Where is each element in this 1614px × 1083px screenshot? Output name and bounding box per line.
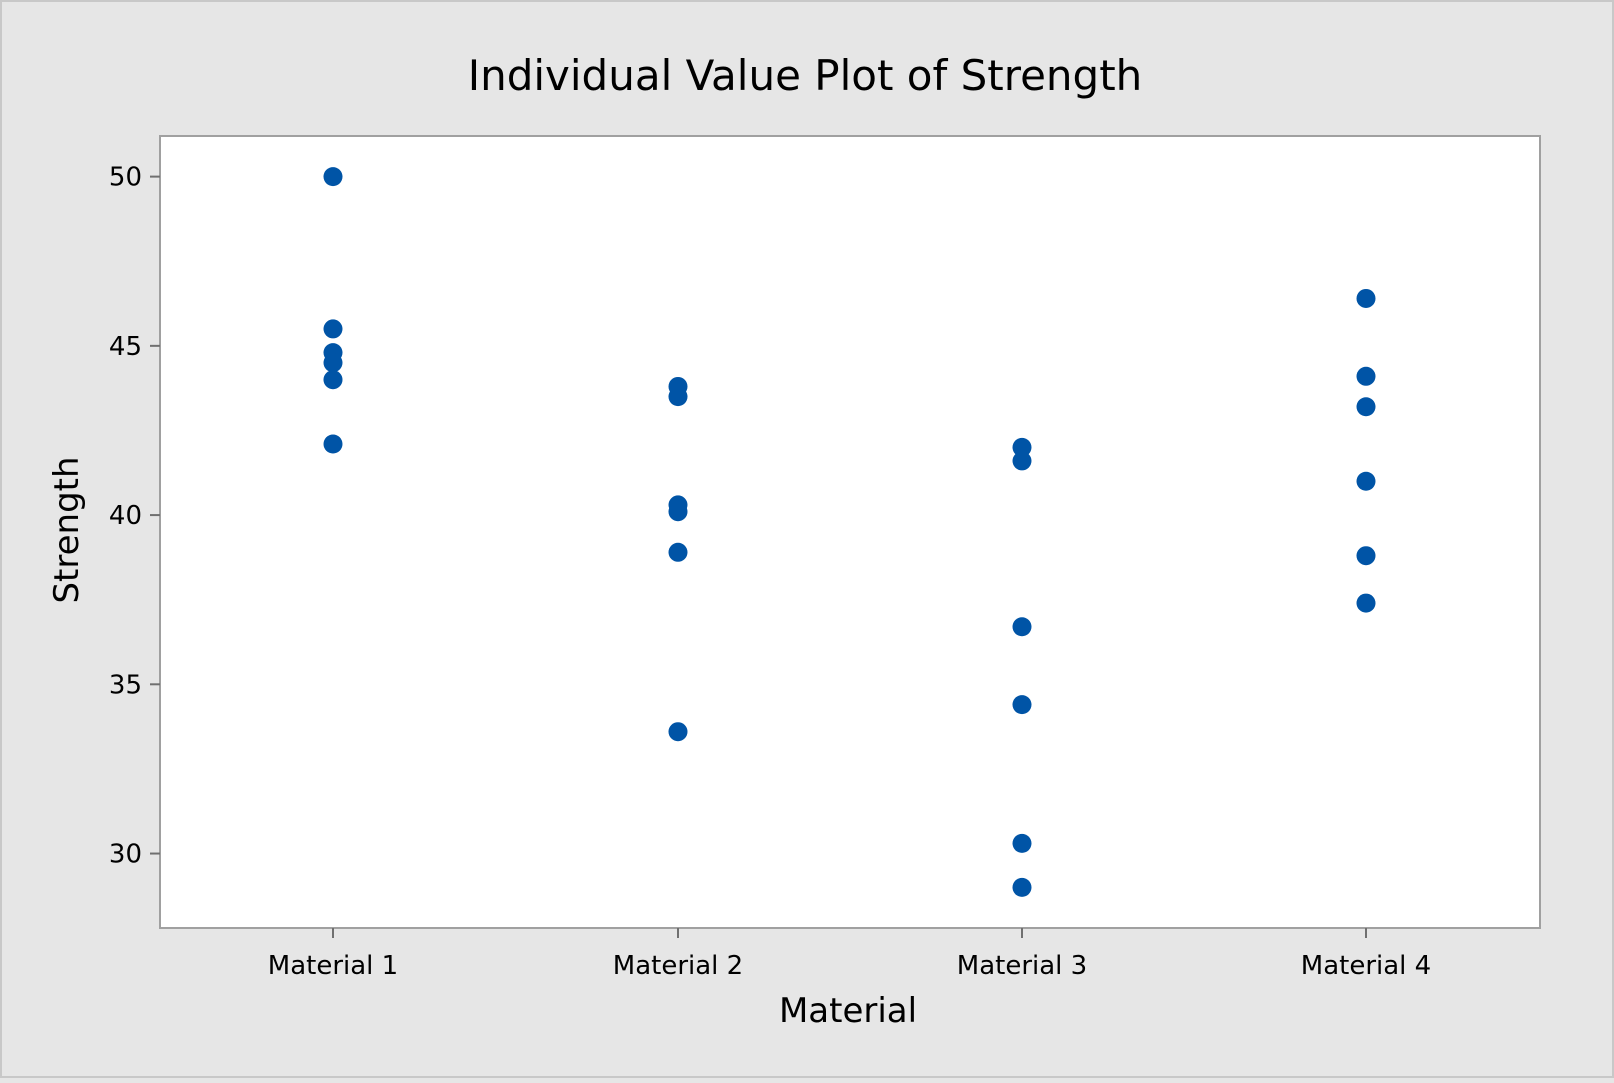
data-point [1012,451,1032,471]
data-point [1356,366,1376,386]
data-point [1012,437,1032,457]
data-point [1356,546,1376,566]
data-point [1356,288,1376,308]
data-point [323,370,343,390]
x-tick-label: Material 4 [1301,951,1431,981]
data-point [1012,833,1032,853]
data-point [323,434,343,454]
data-point [1356,397,1376,417]
data-point [323,319,343,339]
x-tick-label: Material 3 [957,951,1087,981]
y-axis: 30 35 40 45 50 [109,163,160,870]
x-tick-label: Material 2 [613,951,743,981]
data-point [1012,877,1032,897]
data-point [1012,617,1032,637]
data-point [323,353,343,373]
data-points [323,167,1376,897]
x-axis-label: Material [779,991,917,1031]
data-point [668,387,688,407]
data-point [668,502,688,522]
y-tick-label: 35 [109,670,142,700]
y-tick-label: 45 [109,332,142,362]
y-tick-label: 40 [109,501,142,531]
data-point [668,542,688,562]
x-axis: Material 1 Material 2 Material 3 Material 4 [268,928,1431,981]
y-tick-label: 50 [109,163,142,193]
chart-title: Individual Value Plot of Strength [468,51,1143,100]
x-tick-label: Material 1 [268,951,398,981]
y-axis-label: Strength [47,456,87,603]
data-point [323,167,343,187]
data-point [1356,593,1376,613]
y-tick-label: 30 [109,840,142,870]
data-point [668,722,688,742]
data-point [1012,695,1032,715]
data-point [1356,471,1376,491]
plot-area [159,135,1541,929]
